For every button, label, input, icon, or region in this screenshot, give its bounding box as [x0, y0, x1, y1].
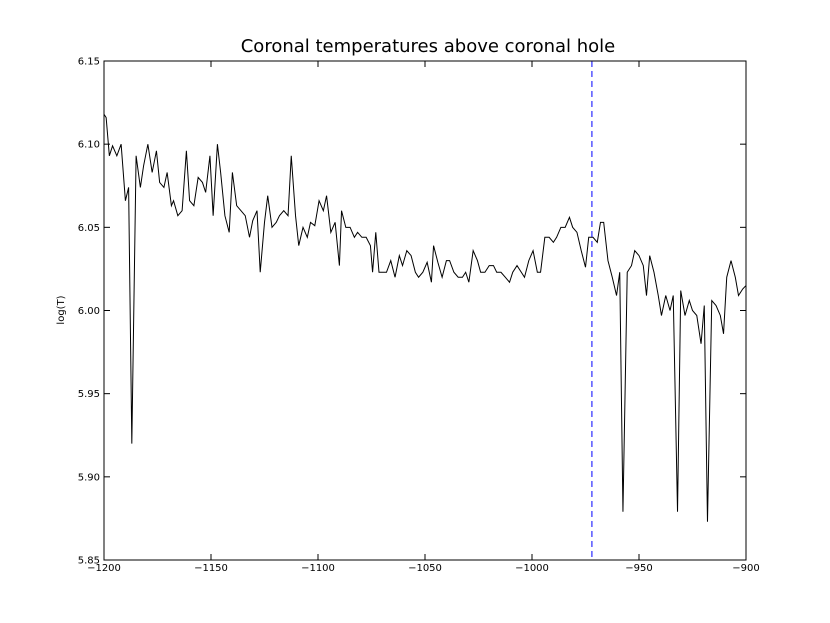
x-tick-label: −950 — [625, 563, 652, 574]
y-tick-label: 6.10 — [78, 140, 100, 151]
x-tick-label: −1050 — [408, 563, 442, 574]
x-tick-label: −1200 — [87, 563, 121, 574]
y-tick-label: 6.15 — [78, 57, 100, 68]
x-tick-label: −900 — [732, 563, 759, 574]
y-tick-label: 6.05 — [78, 223, 100, 234]
x-tick-label: −1150 — [194, 563, 228, 574]
y-axis-label: log(T) — [56, 295, 67, 324]
y-tick-label: 5.85 — [78, 556, 100, 567]
y-tick-label: 5.90 — [78, 472, 100, 483]
chart-title: Coronal temperatures above coronal hole — [241, 36, 616, 57]
y-tick-label: 5.95 — [78, 389, 100, 400]
x-tick-label: −1000 — [515, 563, 549, 574]
data-line — [103, 113, 747, 522]
y-tick-label: 6.00 — [78, 306, 100, 317]
x-tick-label: −1100 — [301, 563, 335, 574]
